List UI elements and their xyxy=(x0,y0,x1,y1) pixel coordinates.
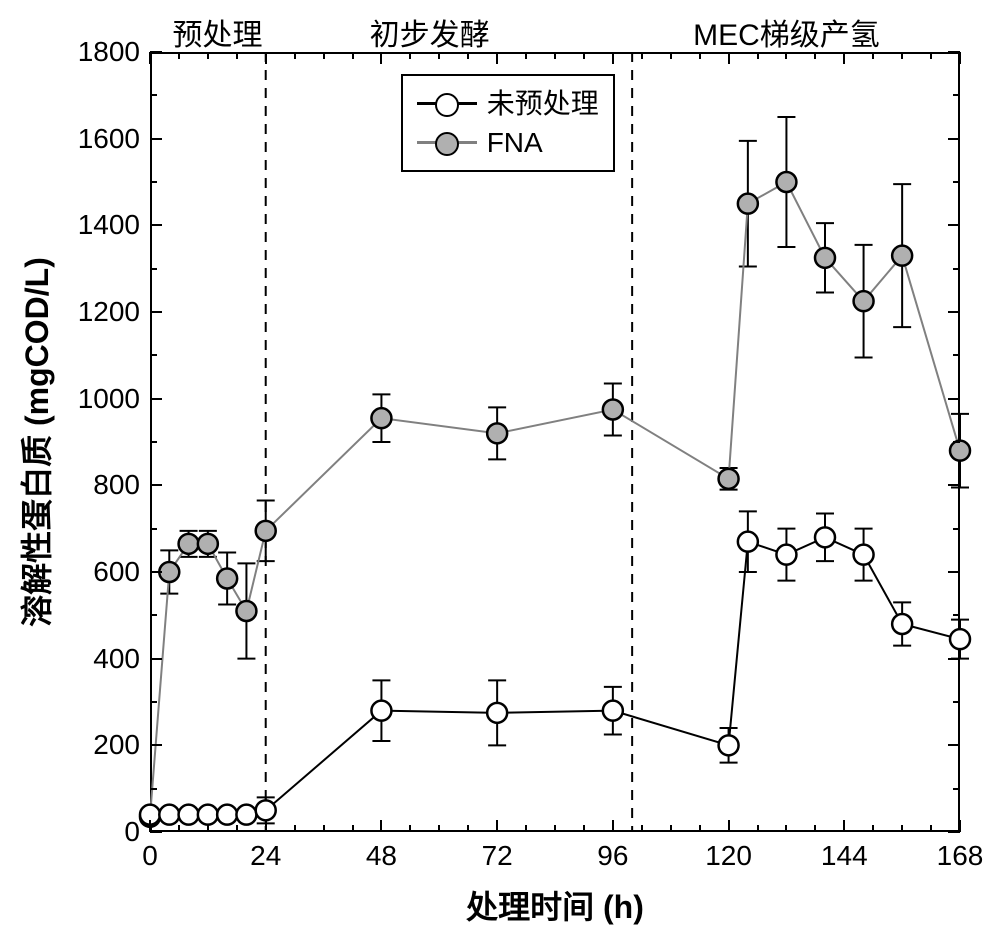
y-tick-label: 1600 xyxy=(50,123,140,155)
series-line-fna xyxy=(150,182,960,817)
marker-untreated xyxy=(198,805,218,825)
x-tick-label: 0 xyxy=(142,840,158,872)
marker-untreated xyxy=(719,735,739,755)
marker-fna xyxy=(719,469,739,489)
marker-untreated xyxy=(179,805,199,825)
marker-untreated xyxy=(603,701,623,721)
marker-untreated xyxy=(950,629,970,649)
marker-fna xyxy=(256,521,276,541)
y-tick-label: 800 xyxy=(50,469,140,501)
marker-fna xyxy=(217,569,237,589)
marker-untreated xyxy=(815,527,835,547)
marker-untreated xyxy=(159,805,179,825)
y-tick-label: 1800 xyxy=(50,36,140,68)
legend-marker-untreated xyxy=(435,93,459,117)
x-tick-label: 120 xyxy=(705,840,752,872)
marker-fna xyxy=(487,423,507,443)
series-line-untreated xyxy=(150,537,960,814)
x-tick-label: 48 xyxy=(366,840,397,872)
marker-fna xyxy=(198,534,218,554)
legend-label: 未预处理 xyxy=(487,84,599,123)
legend-item: FNA xyxy=(417,123,599,162)
y-tick-label: 400 xyxy=(50,643,140,675)
marker-untreated xyxy=(236,805,256,825)
legend: 未预处理 FNA xyxy=(401,74,615,172)
x-tick-label: 168 xyxy=(937,840,984,872)
y-tick-label: 1000 xyxy=(50,383,140,415)
legend-marker-fna xyxy=(435,132,459,156)
figure: 溶解性蛋白质 (mgCOD/L) 处理时间 (h) 预处理 初步发酵 MEC梯级… xyxy=(0,0,1000,932)
marker-fna xyxy=(603,400,623,420)
marker-untreated xyxy=(371,701,391,721)
y-tick-label: 0 xyxy=(50,816,140,848)
marker-untreated xyxy=(487,703,507,723)
legend-swatch-untreated xyxy=(417,102,477,105)
x-tick-label: 72 xyxy=(482,840,513,872)
y-tick-label: 1400 xyxy=(50,209,140,241)
marker-fna xyxy=(371,408,391,428)
x-tick-label: 24 xyxy=(250,840,281,872)
x-tick-label: 96 xyxy=(597,840,628,872)
marker-fna xyxy=(892,246,912,266)
marker-untreated xyxy=(738,532,758,552)
marker-fna xyxy=(950,441,970,461)
marker-fna xyxy=(776,172,796,192)
marker-fna xyxy=(236,601,256,621)
legend-item: 未预处理 xyxy=(417,84,599,123)
marker-fna xyxy=(815,248,835,268)
marker-untreated xyxy=(217,805,237,825)
legend-label: FNA xyxy=(487,123,543,162)
marker-untreated xyxy=(776,545,796,565)
marker-fna xyxy=(179,534,199,554)
marker-fna xyxy=(854,291,874,311)
marker-untreated xyxy=(256,800,276,820)
marker-fna xyxy=(738,194,758,214)
marker-fna xyxy=(159,562,179,582)
y-tick-label: 600 xyxy=(50,556,140,588)
legend-swatch-fna xyxy=(417,141,477,144)
x-tick-label: 144 xyxy=(821,840,868,872)
y-tick-label: 1200 xyxy=(50,296,140,328)
y-tick-label: 200 xyxy=(50,729,140,761)
marker-untreated xyxy=(892,614,912,634)
marker-untreated xyxy=(854,545,874,565)
